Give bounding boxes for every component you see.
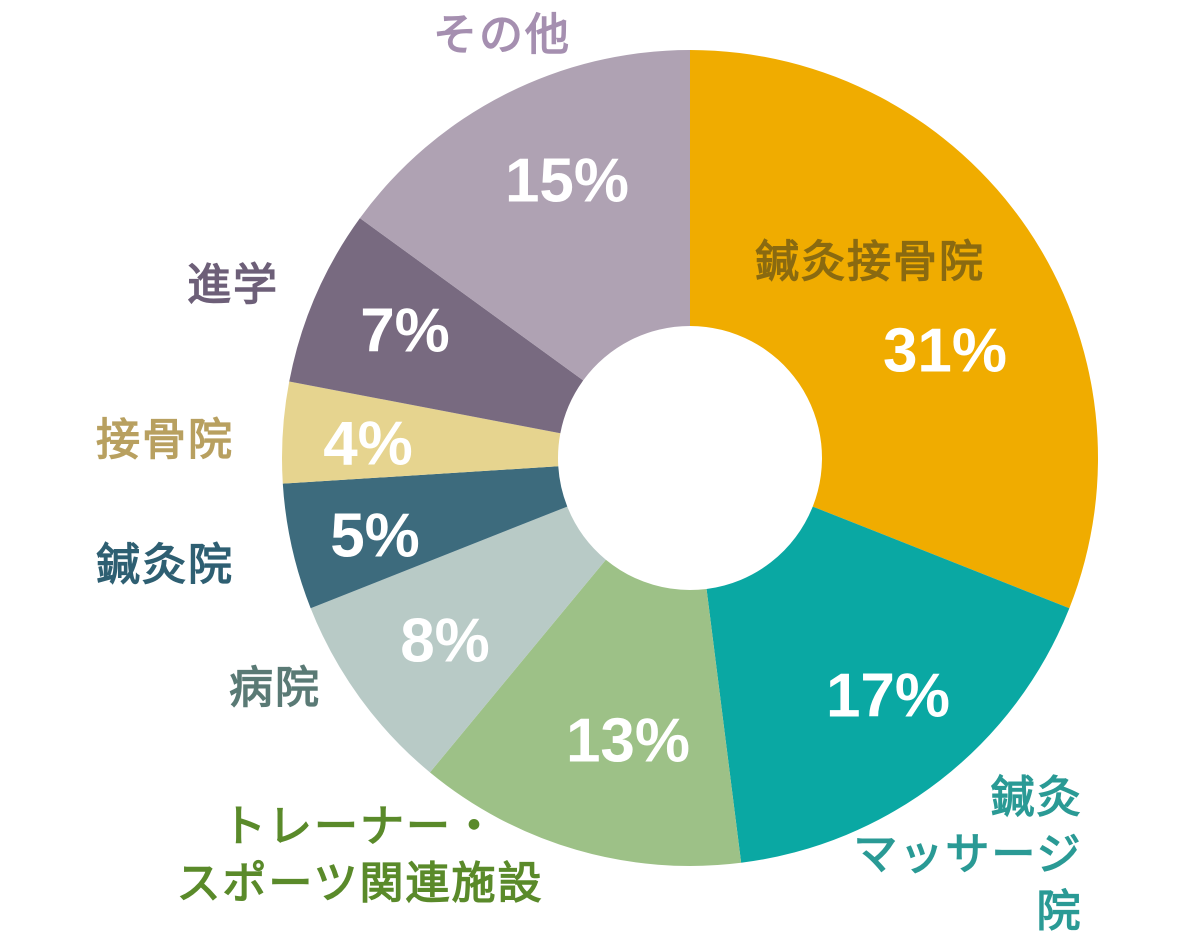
category-label: 接骨院 bbox=[96, 414, 234, 466]
donut-slice bbox=[281, 381, 561, 484]
category-label: 病院 bbox=[229, 662, 321, 714]
category-label: 鍼灸院 bbox=[96, 539, 234, 591]
donut-slice bbox=[429, 559, 742, 866]
donut-slice bbox=[706, 506, 1070, 863]
category-label: 進学 bbox=[187, 259, 279, 311]
value-label: 31% bbox=[883, 316, 1007, 385]
donut-slice bbox=[359, 50, 690, 381]
category-label: その他 bbox=[433, 9, 571, 61]
value-label: 15% bbox=[505, 146, 629, 215]
donut-slice bbox=[289, 218, 584, 434]
value-label: 4% bbox=[323, 409, 413, 478]
donut-slice bbox=[310, 506, 606, 773]
category-label: トレーナー・ スポーツ関連施設 bbox=[176, 800, 544, 909]
value-label: 17% bbox=[826, 661, 950, 730]
category-label: 鍼灸 マッサージ院 bbox=[853, 772, 1083, 938]
donut-slice bbox=[690, 50, 1098, 609]
value-label: 5% bbox=[330, 501, 420, 570]
donut-slice bbox=[282, 466, 568, 609]
value-label: 7% bbox=[360, 296, 450, 365]
value-label: 8% bbox=[400, 606, 490, 675]
category-label: 鍼灸接骨院 bbox=[755, 236, 985, 288]
value-label: 13% bbox=[566, 706, 690, 775]
